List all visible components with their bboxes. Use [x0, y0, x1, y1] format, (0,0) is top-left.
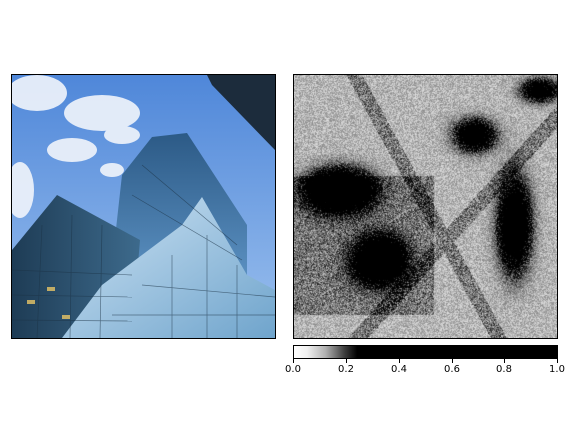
colorbar-tick-label: 0.8 [496, 364, 512, 375]
colorbar-tick-label: 0.0 [285, 364, 301, 375]
colorbar-tick-label: 0.6 [444, 364, 460, 375]
colorbar-tick [452, 359, 453, 363]
building-photo [11, 74, 276, 339]
heatmap-canvas [294, 75, 557, 338]
colorbar-gradient [294, 346, 557, 358]
clouds [12, 75, 140, 218]
colorbar-tick-label: 1.0 [549, 364, 565, 375]
colorbar-tick [399, 359, 400, 363]
colorbar-tick [557, 359, 558, 363]
colorbar-tick [504, 359, 505, 363]
lit-windows [27, 287, 70, 319]
colorbar-tick [293, 359, 294, 363]
colorbar-tick [346, 359, 347, 363]
colorbar-tick-label: 0.2 [338, 364, 354, 375]
colorbar-tick-label: 0.4 [391, 364, 407, 375]
saliency-heatmap [293, 74, 558, 339]
window-grid [12, 164, 275, 338]
colorbar [293, 345, 558, 359]
building-photo-svg [12, 75, 275, 338]
corner-building [207, 75, 275, 150]
